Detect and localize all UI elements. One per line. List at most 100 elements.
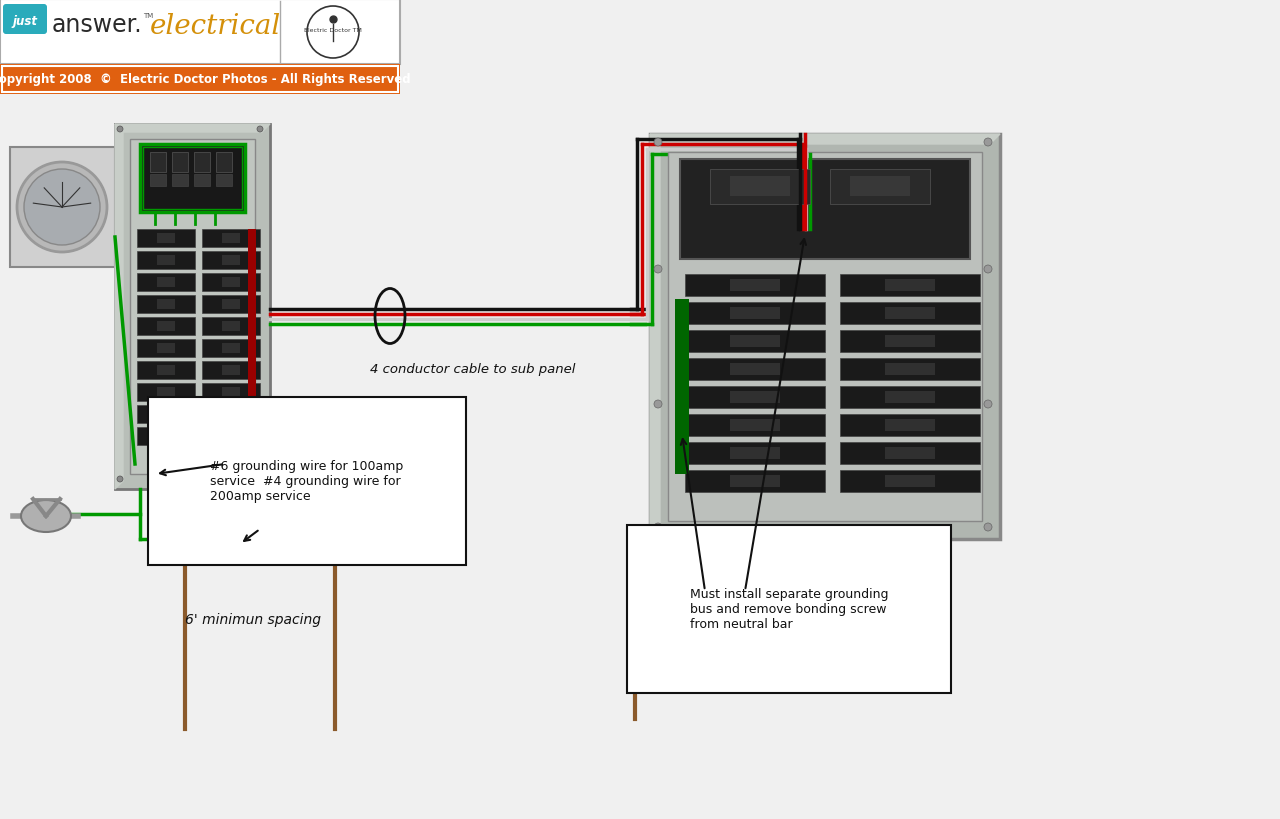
Bar bbox=[137, 340, 195, 358]
Bar bbox=[829, 170, 931, 205]
Bar bbox=[10, 147, 115, 268]
Polygon shape bbox=[650, 135, 1000, 145]
Bar bbox=[202, 383, 260, 401]
Bar bbox=[685, 470, 826, 492]
Bar bbox=[221, 256, 241, 265]
Bar bbox=[221, 387, 241, 397]
Bar bbox=[840, 387, 980, 409]
Circle shape bbox=[116, 477, 123, 482]
Bar bbox=[221, 300, 241, 310]
Bar bbox=[0, 0, 399, 65]
Bar bbox=[115, 124, 270, 490]
Circle shape bbox=[654, 139, 662, 147]
Bar bbox=[202, 405, 260, 423]
Polygon shape bbox=[115, 124, 270, 133]
Bar bbox=[157, 322, 175, 332]
Bar bbox=[730, 308, 780, 319]
Text: just: just bbox=[13, 15, 37, 28]
Bar bbox=[195, 153, 210, 173]
Bar bbox=[840, 303, 980, 324]
Bar bbox=[143, 147, 242, 210]
Bar bbox=[137, 274, 195, 292]
Bar bbox=[202, 318, 260, 336]
Bar bbox=[884, 364, 934, 376]
Bar bbox=[685, 303, 826, 324]
Bar bbox=[840, 470, 980, 492]
Bar bbox=[730, 279, 780, 292]
FancyBboxPatch shape bbox=[3, 5, 47, 35]
Bar bbox=[840, 359, 980, 381]
Polygon shape bbox=[650, 135, 660, 540]
Bar bbox=[884, 391, 934, 404]
Bar bbox=[685, 387, 826, 409]
Circle shape bbox=[654, 265, 662, 274]
Bar bbox=[685, 274, 826, 296]
Bar bbox=[137, 318, 195, 336]
Bar bbox=[221, 365, 241, 376]
Bar bbox=[150, 174, 166, 187]
Bar bbox=[730, 419, 780, 432]
Circle shape bbox=[257, 127, 262, 133]
Bar bbox=[730, 336, 780, 347]
Bar bbox=[140, 145, 244, 213]
Bar bbox=[840, 414, 980, 437]
Bar bbox=[157, 432, 175, 441]
Bar bbox=[202, 274, 260, 292]
Bar bbox=[131, 140, 255, 474]
Text: TM: TM bbox=[143, 13, 154, 19]
Text: 6' minimun spacing: 6' minimun spacing bbox=[186, 613, 321, 627]
Bar bbox=[221, 233, 241, 244]
Bar bbox=[884, 336, 934, 347]
Bar bbox=[157, 256, 175, 265]
Bar bbox=[650, 135, 1000, 540]
Bar bbox=[884, 447, 934, 459]
Bar bbox=[202, 428, 260, 446]
Bar bbox=[221, 322, 241, 332]
Bar bbox=[840, 331, 980, 352]
Bar bbox=[172, 153, 188, 173]
Bar bbox=[221, 344, 241, 354]
Circle shape bbox=[116, 127, 123, 133]
Bar bbox=[137, 251, 195, 269]
Bar bbox=[157, 233, 175, 244]
Circle shape bbox=[17, 163, 108, 253]
Bar bbox=[630, 579, 640, 591]
Bar bbox=[730, 391, 780, 404]
Text: electrical: electrical bbox=[150, 13, 282, 40]
Bar bbox=[195, 174, 210, 187]
Bar bbox=[216, 153, 232, 173]
Bar bbox=[730, 447, 780, 459]
Bar bbox=[680, 160, 970, 260]
Bar bbox=[137, 229, 195, 247]
Bar bbox=[0, 65, 399, 95]
Circle shape bbox=[984, 139, 992, 147]
Circle shape bbox=[257, 477, 262, 482]
Ellipse shape bbox=[20, 500, 70, 532]
Circle shape bbox=[654, 523, 662, 532]
Bar bbox=[685, 331, 826, 352]
Bar bbox=[202, 229, 260, 247]
Bar bbox=[248, 229, 256, 450]
Bar bbox=[850, 177, 910, 197]
Bar bbox=[172, 174, 188, 187]
Bar bbox=[884, 419, 934, 432]
Bar bbox=[884, 308, 934, 319]
Bar bbox=[730, 475, 780, 487]
Bar bbox=[330, 534, 340, 546]
Bar bbox=[157, 387, 175, 397]
Bar bbox=[202, 340, 260, 358]
Bar bbox=[137, 296, 195, 314]
Bar bbox=[157, 300, 175, 310]
Bar bbox=[884, 475, 934, 487]
Circle shape bbox=[24, 170, 100, 246]
Text: #6 grounding wire for 100amp
service  #4 grounding wire for
200amp service: #6 grounding wire for 100amp service #4 … bbox=[210, 459, 403, 502]
Bar bbox=[180, 534, 189, 546]
Bar bbox=[3, 67, 398, 93]
Bar bbox=[150, 153, 166, 173]
Bar bbox=[884, 279, 934, 292]
Bar bbox=[202, 296, 260, 314]
Bar bbox=[137, 383, 195, 401]
Bar bbox=[685, 359, 826, 381]
Bar bbox=[685, 442, 826, 464]
Bar bbox=[221, 432, 241, 441]
